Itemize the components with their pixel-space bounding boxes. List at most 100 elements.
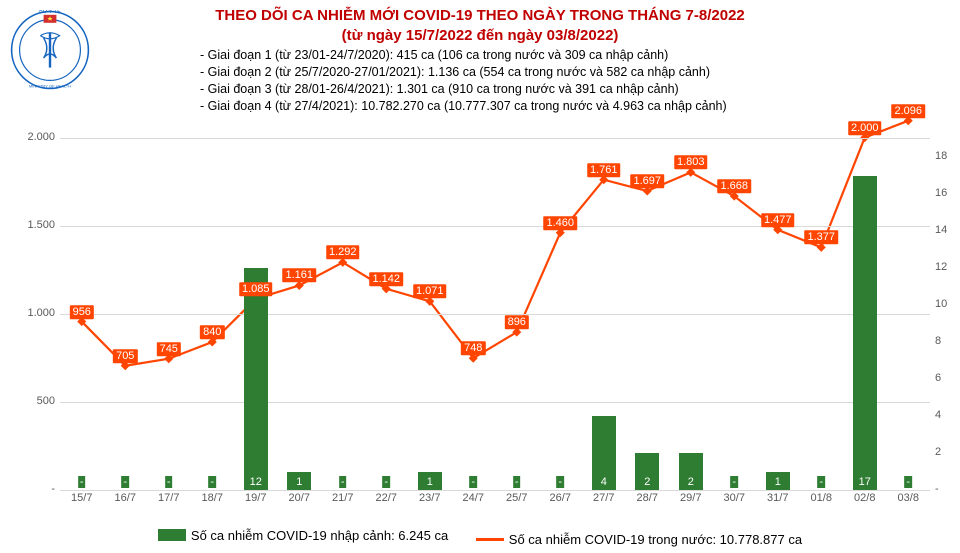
line-value-label: 1.761 [587,163,621,177]
line-value-label: 745 [157,342,181,356]
chart-title-line2: (từ ngày 15/7/2022 đến ngày 03/8/2022) [0,26,960,46]
legend-item-bar: Số ca nhiễm COVID-19 nhập cảnh: 6.245 ca [158,528,448,543]
legend-label-bar: Số ca nhiễm COVID-19 nhập cảnh: 6.245 ca [191,528,448,543]
legend-swatch-bar [158,529,186,541]
legend-swatch-line [476,538,504,541]
x-tick-label: 29/7 [680,492,701,504]
y-axis-left: -5001.0001.5002.000 [15,120,55,490]
bar [244,268,268,490]
y-right-tick-label: 12 [935,261,960,273]
line-value-label: 1.292 [326,246,360,260]
line-value-label: 840 [200,325,224,339]
legend-label-line: Số ca nhiễm COVID-19 trong nước: 10.778.… [509,532,802,547]
y-right-tick-label: 14 [935,224,960,236]
bar-value-label: - [208,476,216,488]
gridline [60,314,930,315]
x-tick-label: 21/7 [332,492,353,504]
x-tick-label: 02/8 [854,492,875,504]
y-right-tick-label: 8 [935,335,960,347]
line-series-svg [60,120,930,490]
ministry-logo: BỘ Y TẾ MINISTRY OF HEALTH [10,10,90,90]
line-value-label: 956 [70,305,94,319]
y-left-tick-label: 1.000 [15,307,55,319]
line-value-label: 748 [461,341,485,355]
line-value-label: 1.697 [630,174,664,188]
line-value-label: 1.142 [369,272,403,286]
subtitle-line: - Giai đoạn 2 (từ 25/7/2020-27/01/2021):… [200,64,960,81]
y-right-tick-label: - [935,483,960,495]
y-left-tick-label: 2.000 [15,131,55,143]
x-tick-label: 24/7 [463,492,484,504]
line-value-label: 1.161 [282,269,316,283]
x-tick-label: 19/7 [245,492,266,504]
x-axis: 15/716/717/718/719/720/721/722/723/724/7… [60,492,930,508]
x-tick-label: 28/7 [637,492,658,504]
bar-value-label: 2 [642,476,652,488]
y-right-tick-label: 18 [935,150,960,162]
x-tick-label: 01/8 [811,492,832,504]
bar-value-label: - [339,476,347,488]
line-value-label: 2.096 [891,104,925,118]
gridline [60,402,930,403]
line-value-label: 1.803 [674,156,708,170]
x-tick-label: 20/7 [289,492,310,504]
x-tick-label: 26/7 [550,492,571,504]
chart-title-line1: THEO DÕI CA NHIỄM MỚI COVID-19 THEO NGÀY… [0,6,960,26]
line-value-label: 2.000 [848,121,882,135]
bar-value-label: - [121,476,129,488]
svg-text:MINISTRY OF HEALTH: MINISTRY OF HEALTH [29,84,71,89]
x-tick-label: 30/7 [724,492,745,504]
bar-value-label: 1 [425,476,435,488]
line-value-label: 1.071 [413,284,447,298]
svg-text:BỘ Y TẾ: BỘ Y TẾ [39,10,61,15]
x-tick-label: 25/7 [506,492,527,504]
chart-legend: Số ca nhiễm COVID-19 nhập cảnh: 6.245 ca… [0,528,960,548]
plot-region: - - - - 12 1 - - 1 - - - 4 2 2 - 1 - 17 - 956 705 745 840 1.085 1… [60,120,930,490]
line-value-label: 705 [113,349,137,363]
bar-value-label: 2 [686,476,696,488]
bar-value-label: 17 [857,476,873,488]
y-right-tick-label: 10 [935,298,960,310]
gridline [60,226,930,227]
bar-value-label: - [904,476,912,488]
gridline [60,138,930,139]
line-value-label: 1.377 [804,231,838,245]
y-left-tick-label: 500 [15,395,55,407]
y-axis-right: -24681012141618 [935,120,960,490]
logo-svg: BỘ Y TẾ MINISTRY OF HEALTH [10,10,90,90]
bar-value-label: - [556,476,564,488]
y-right-tick-label: 4 [935,409,960,421]
bar-value-label: 4 [599,476,609,488]
x-tick-label: 18/7 [202,492,223,504]
x-tick-label: 22/7 [376,492,397,504]
x-tick-label: 17/7 [158,492,179,504]
y-right-tick-label: 6 [935,372,960,384]
x-tick-label: 27/7 [593,492,614,504]
bar-value-label: 12 [248,476,264,488]
y-right-tick-label: 2 [935,446,960,458]
legend-item-line: Số ca nhiễm COVID-19 trong nước: 10.778.… [476,532,802,547]
bar-value-label: - [382,476,390,488]
line-value-label: 1.085 [239,282,273,296]
bar-value-label: 1 [773,476,783,488]
bar-value-label: - [165,476,173,488]
line-value-label: 1.477 [761,213,795,227]
y-left-tick-label: 1.500 [15,219,55,231]
bar-value-label: - [78,476,86,488]
chart-header: THEO DÕI CA NHIỄM MỚI COVID-19 THEO NGÀY… [0,0,960,115]
bar [853,176,877,491]
bar-value-label: - [513,476,521,488]
bar-value-label: - [469,476,477,488]
chart-plot-area: -5001.0001.5002.000 -24681012141618 ----… [60,120,930,490]
x-tick-label: 16/7 [115,492,136,504]
subtitle-line: - Giai đoạn 4 (từ 27/4/2021): 10.782.270… [200,98,960,115]
bar-value-label: - [817,476,825,488]
bar-value-label: - [730,476,738,488]
subtitle-line: - Giai đoạn 3 (từ 28/01-26/4/2021): 1.30… [200,81,960,98]
x-tick-label: 03/8 [898,492,919,504]
gridline [60,490,930,491]
bar-value-label: 1 [294,476,304,488]
line-value-label: 1.460 [543,216,577,230]
y-right-tick-label: 16 [935,187,960,199]
line-value-label: 896 [505,315,529,329]
